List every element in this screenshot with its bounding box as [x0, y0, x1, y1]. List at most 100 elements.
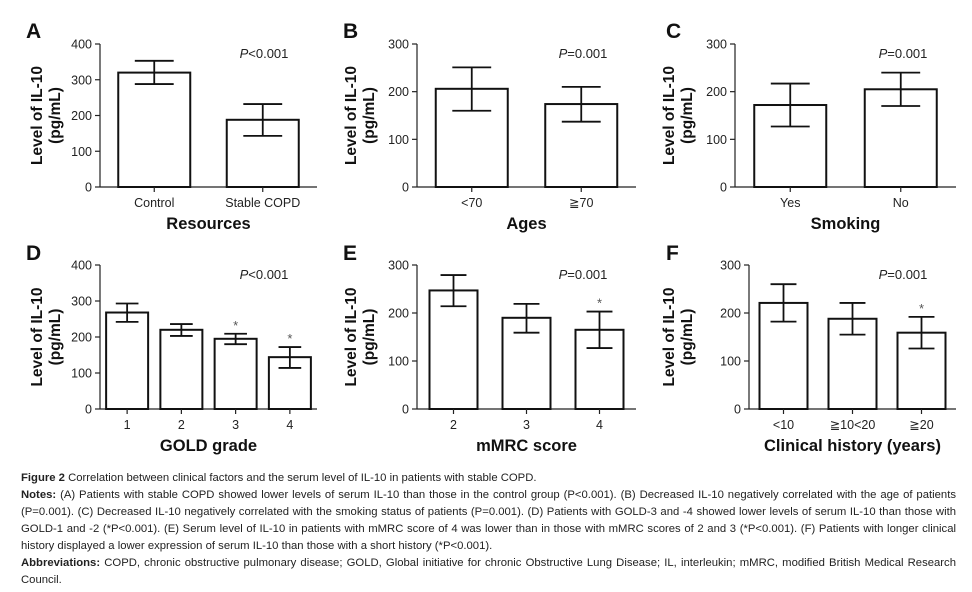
figure-caption: Figure 2 Correlation between clinical fa… [21, 470, 956, 589]
p-value-symbol: P [240, 46, 249, 61]
y-tick-label: 200 [720, 307, 741, 321]
y-axis-label-line: Level of IL-10 [343, 287, 360, 386]
y-tick-label: 0 [402, 181, 409, 195]
x-tick-label: 1 [124, 418, 131, 432]
x-tick-label: 2 [178, 418, 185, 432]
chart-panel-d: D 0 100 200 300 400 Level of IL-10(pg/mL) 1 2 * 3 *… [26, 242, 317, 455]
panel-label: F [666, 242, 679, 265]
caption-notes: Notes: (A) Patients with stable COPD sho… [21, 487, 956, 555]
figure-title: Correlation between clinical factors and… [64, 472, 537, 484]
y-tick-label: 200 [71, 331, 92, 345]
y-tick-label: 0 [85, 181, 92, 195]
y-axis-label-line: (pg/mL) [361, 87, 378, 144]
y-axis-label: Level of IL-10(pg/mL) [661, 287, 696, 386]
bar [428, 289, 479, 410]
y-tick-label: 400 [71, 259, 92, 273]
significance-star: * [233, 318, 238, 333]
caption-abbreviations: Abbreviations: COPD, chronic obstructive… [21, 555, 956, 589]
chart-panel-c: C 0 100 200 300 Level of IL-10(pg/mL) Yes No Smo… [661, 20, 956, 233]
x-tick-label: <70 [461, 196, 482, 210]
y-axis-label-line: (pg/mL) [361, 309, 378, 366]
y-tick-label: 100 [388, 133, 409, 147]
x-axis-label: Clinical history (years) [764, 437, 941, 455]
abbreviations-label: Abbreviations: [21, 557, 101, 569]
notes-label: Notes: [21, 489, 57, 501]
abbreviations-text: COPD, chronic obstructive pulmonary dise… [21, 557, 956, 586]
y-tick-label: 0 [85, 403, 92, 417]
y-tick-label: 400 [71, 38, 92, 52]
y-tick-label: 300 [706, 38, 727, 52]
x-tick-label: 4 [596, 418, 603, 432]
chart-panel-b: B 0 100 200 300 Level of IL-10(pg/mL) <70 ≧70 Ag… [343, 20, 636, 233]
p-value-annotation: P<0.001 [240, 46, 289, 61]
x-tick-label: No [893, 196, 909, 210]
y-axis-label-line: Level of IL-10 [661, 66, 678, 165]
p-value-annotation: P=0.001 [559, 46, 608, 61]
y-tick-label: 200 [71, 109, 92, 123]
y-tick-label: 200 [706, 85, 727, 99]
x-tick-label: ≧20 [909, 418, 933, 432]
x-axis-label: Resources [166, 215, 250, 233]
y-tick-label: 300 [71, 295, 92, 309]
p-value-text: =0.001 [887, 267, 927, 282]
y-tick-label: 300 [71, 73, 92, 87]
y-axis-label: Level of IL-10(pg/mL) [661, 66, 696, 165]
panel-label: D [26, 242, 41, 265]
p-value-text: =0.001 [567, 267, 607, 282]
x-tick-label: 4 [286, 418, 293, 432]
bar [117, 71, 192, 188]
y-tick-label: 0 [720, 181, 727, 195]
p-value-annotation: P=0.001 [879, 46, 928, 61]
chart-panel-f: F 0 100 200 300 Level of IL-10(pg/mL) <10 ≧10<2… [661, 242, 956, 455]
p-value-text: <0.001 [248, 46, 288, 61]
x-tick-label: Control [134, 196, 174, 210]
x-axis-label: GOLD grade [160, 437, 257, 455]
y-axis-label-line: Level of IL-10 [661, 287, 678, 386]
y-tick-label: 0 [734, 403, 741, 417]
caption-title-line: Figure 2 Correlation between clinical fa… [21, 470, 956, 487]
x-axis-label: Smoking [811, 215, 881, 233]
y-tick-label: 100 [71, 145, 92, 159]
notes-text: (A) Patients with stable COPD showed low… [21, 489, 956, 552]
y-tick-label: 100 [706, 133, 727, 147]
bar [213, 337, 258, 410]
figure-label: Figure 2 [21, 472, 65, 484]
x-axis-label: Ages [506, 215, 546, 233]
significance-star: * [919, 301, 924, 316]
y-tick-label: 100 [71, 367, 92, 381]
x-tick-label: 2 [450, 418, 457, 432]
y-tick-label: 300 [720, 259, 741, 273]
y-axis-label: Level of IL-10(pg/mL) [343, 287, 378, 386]
p-value-symbol: P [559, 267, 568, 282]
y-axis-label-line: (pg/mL) [679, 309, 696, 366]
y-axis-label: Level of IL-10(pg/mL) [29, 287, 64, 386]
panel-label: E [343, 242, 357, 265]
y-axis-label-line: (pg/mL) [679, 87, 696, 144]
x-tick-label: Yes [780, 196, 800, 210]
bar [159, 328, 204, 410]
y-tick-label: 200 [388, 85, 409, 99]
y-axis-label-line: Level of IL-10 [29, 287, 46, 386]
x-tick-label: Stable COPD [225, 196, 300, 210]
panel-label: A [26, 20, 41, 43]
y-axis-label-line: Level of IL-10 [29, 66, 46, 165]
y-axis-label-line: Level of IL-10 [343, 66, 360, 165]
y-tick-label: 0 [402, 403, 409, 417]
x-tick-label: 3 [232, 418, 239, 432]
y-axis-label-line: (pg/mL) [47, 87, 64, 144]
x-tick-label: 3 [523, 418, 530, 432]
p-value-symbol: P [559, 46, 568, 61]
chart-panel-e: E 0 100 200 300 Level of IL-10(pg/mL) 2 3 * 4 mMRC… [343, 242, 636, 455]
p-value-symbol: P [879, 267, 888, 282]
x-axis-label: mMRC score [476, 437, 577, 455]
significance-star: * [597, 296, 602, 311]
y-tick-label: 100 [720, 355, 741, 369]
panel-label: B [343, 20, 358, 43]
x-tick-label: ≧70 [569, 196, 593, 210]
y-axis-label: Level of IL-10(pg/mL) [29, 66, 64, 165]
x-tick-label: <10 [773, 418, 794, 432]
chart-panel-a: A 0 100 200 300 400 Level of IL-10(pg/mL) Contr… [26, 20, 317, 233]
p-value-annotation: P=0.001 [879, 267, 928, 282]
x-tick-label: ≧10<20 [830, 418, 876, 432]
